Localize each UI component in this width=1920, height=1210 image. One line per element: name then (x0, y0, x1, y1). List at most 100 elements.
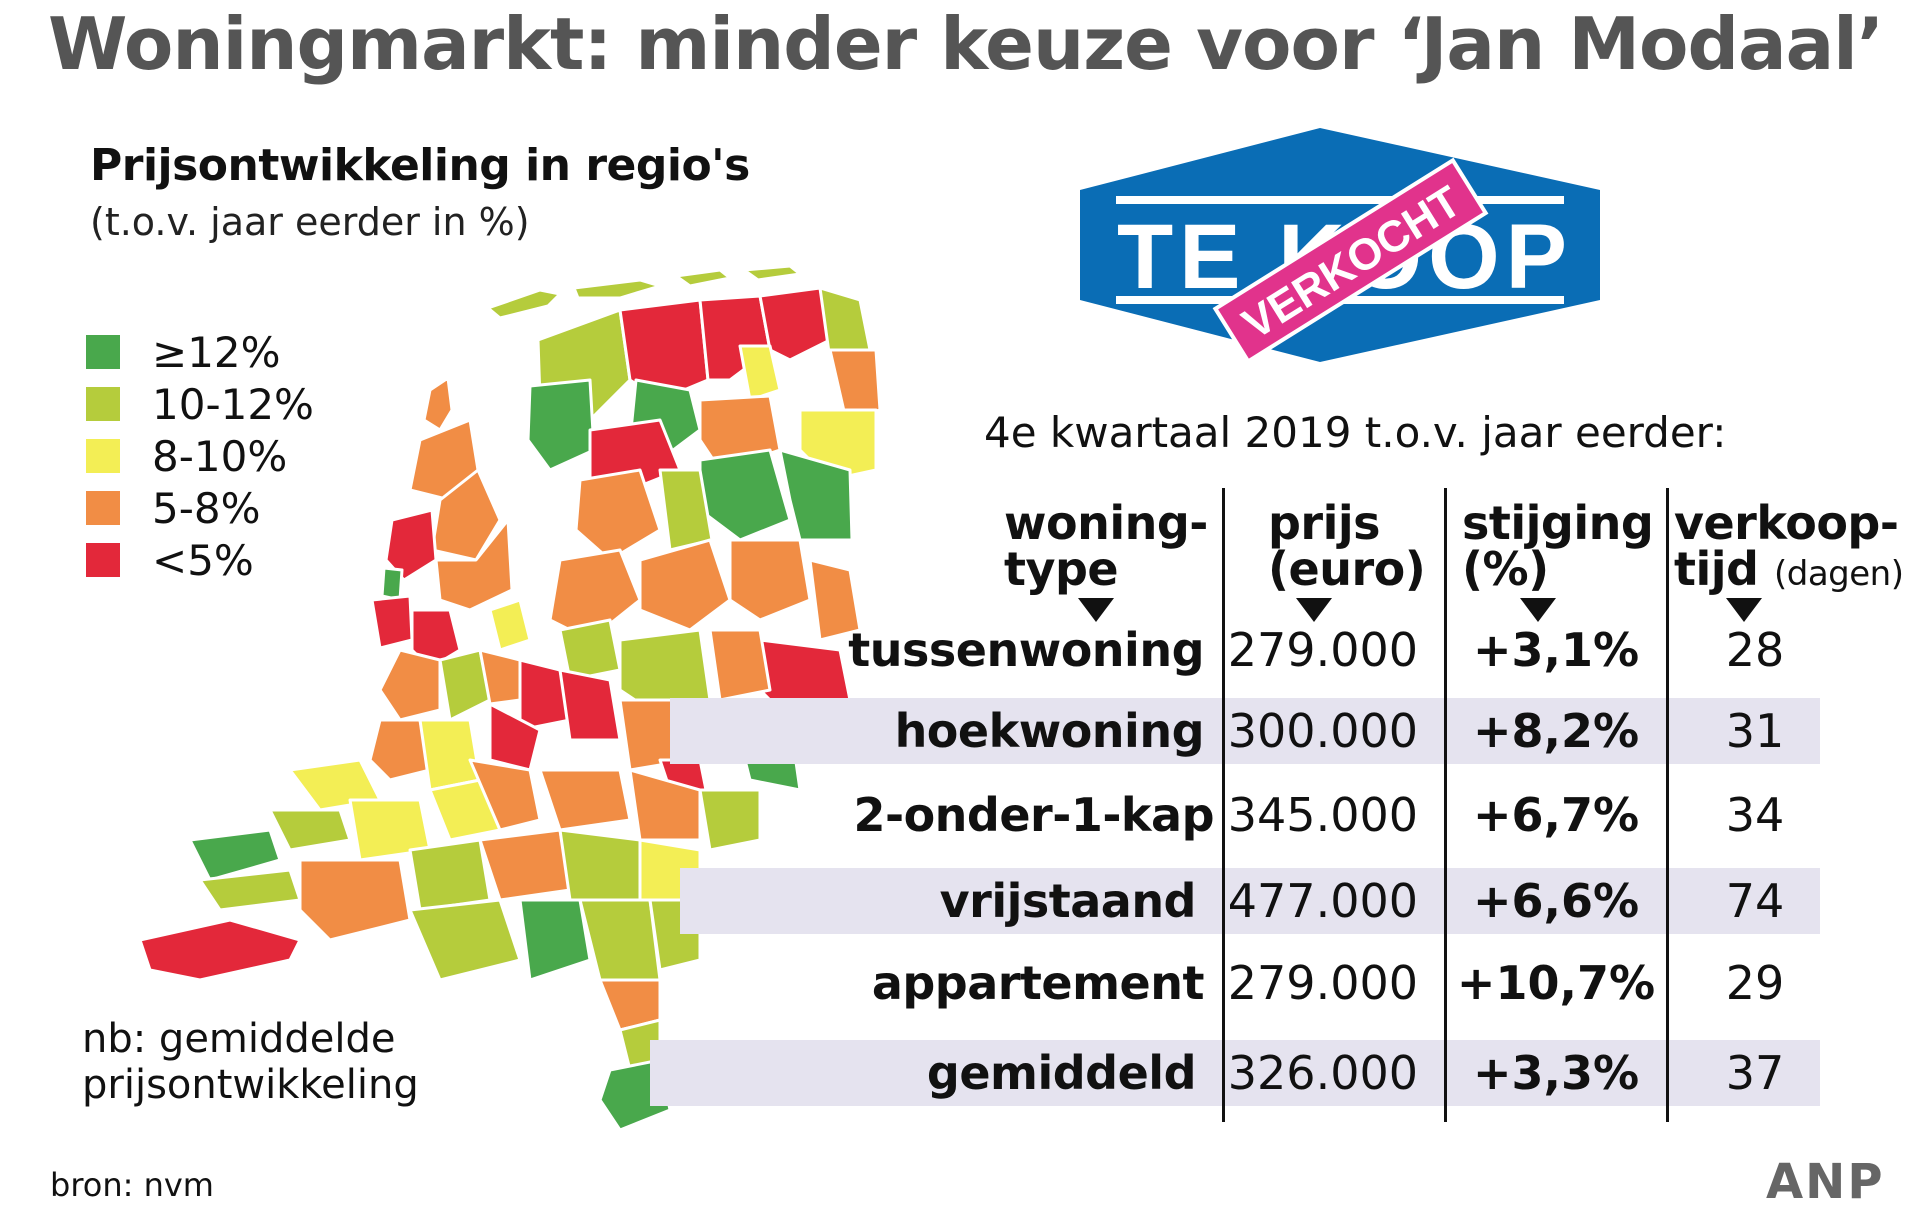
cell-change: +6,6% (1472, 874, 1640, 928)
map-region (268, 808, 352, 852)
sort-down-arrow-icon (1296, 598, 1332, 622)
legend-label: 8-10% (152, 431, 288, 481)
map-region (478, 828, 572, 902)
map-region (138, 918, 302, 982)
table-title: 4e kwartaal 2019 t.o.v. jaar eerder: (984, 408, 1727, 457)
cell-change: +3,3% (1472, 1046, 1640, 1100)
map-region (758, 286, 832, 362)
map-region (572, 278, 662, 300)
map-region (588, 418, 682, 492)
column-header-unit: (dagen) (1773, 554, 1904, 594)
map-region (380, 566, 404, 602)
map-legend: ≥12% 10-12% 8-10% 5-8% <5% (86, 326, 314, 586)
map-region (578, 898, 662, 982)
map-region (378, 648, 442, 722)
map-region (384, 508, 438, 582)
legend-item: 8-10% (86, 430, 314, 482)
legend-item: ≥12% (86, 326, 314, 378)
cell-days: 74 (1725, 874, 1785, 928)
cell-price: 345.000 (1227, 788, 1418, 842)
map-region (368, 718, 432, 782)
legend-swatch (86, 387, 120, 421)
cell-change: +8,2% (1472, 704, 1640, 758)
column-header-price: prijs (euro) (1268, 496, 1426, 596)
map-region (408, 838, 492, 912)
legend-swatch (86, 439, 120, 473)
map-region (558, 668, 622, 742)
for-sale-sign: TE KOOP VERKOCHT (1080, 128, 1600, 365)
sort-down-arrow-icon (1726, 598, 1762, 622)
column-header-line: (%) (1462, 542, 1549, 596)
legend-label: 5-8% (152, 483, 261, 533)
table-row-band (670, 698, 1820, 764)
map-region (188, 828, 282, 882)
map-region (638, 538, 732, 632)
map-note-line: prijsontwikkeling (82, 1062, 419, 1108)
column-header-type: woning- type (1004, 500, 1208, 592)
map-region (468, 758, 542, 832)
map-region (698, 788, 762, 852)
cell-days: 29 (1725, 956, 1785, 1010)
column-header-line: woning- (1004, 496, 1208, 550)
map-region (408, 898, 522, 982)
map-region (488, 598, 532, 652)
map-region (808, 558, 862, 642)
map-region (558, 828, 642, 902)
column-divider (1444, 488, 1447, 1122)
page-title: Woningmarkt: minder keuze voor ‘Jan Moda… (48, 2, 1884, 86)
cell-type: tussenwoning (848, 623, 1204, 677)
cell-type: vrijstaand (939, 874, 1197, 928)
stamp-band (1212, 157, 1489, 365)
cell-days: 34 (1725, 788, 1785, 842)
map-region (370, 594, 414, 650)
column-header-line: type (1004, 542, 1119, 596)
map-region (418, 718, 482, 792)
anp-logo: ANP (1766, 1154, 1885, 1210)
map-note: nb: gemiddelde prijsontwikkeling (82, 1016, 419, 1108)
legend-swatch (86, 335, 120, 369)
map-region (658, 468, 714, 552)
source-credit: bron: nvm (50, 1166, 214, 1204)
cell-days: 31 (1725, 704, 1785, 758)
map-note-line: nb: gemiddelde (82, 1016, 396, 1062)
map-region (828, 348, 882, 422)
cell-days: 37 (1725, 1046, 1785, 1100)
cell-type: gemiddeld (926, 1046, 1197, 1100)
column-header-days: verkoop- tijd (dagen) (1674, 496, 1904, 597)
column-header-change: stijging (%) (1462, 496, 1654, 596)
legend-label: ≥12% (152, 327, 281, 377)
map-title: Prijsontwikkeling in regio's (90, 140, 750, 191)
column-header-line: stijging (1462, 496, 1654, 550)
sort-down-arrow-icon (1520, 598, 1556, 622)
map-region (298, 858, 412, 942)
cell-change: +6,7% (1472, 788, 1640, 842)
map-region (434, 518, 514, 612)
column-header-line-main: tijd (1674, 542, 1759, 596)
map-region (708, 628, 772, 702)
map-region (742, 264, 802, 282)
column-header-line: verkoop- (1674, 496, 1899, 550)
map-region (538, 768, 632, 832)
cell-change: +3,1% (1472, 623, 1640, 677)
cell-price: 477.000 (1227, 874, 1418, 928)
legend-label: 10-12% (152, 379, 314, 429)
column-header-line: (euro) (1268, 542, 1426, 596)
cell-days: 28 (1725, 623, 1785, 677)
map-region (526, 378, 596, 472)
column-header-line: tijd (dagen) (1674, 546, 1904, 597)
cell-type: 2-onder-1-kap (853, 788, 1214, 842)
column-divider (1666, 488, 1669, 1122)
map-region (728, 538, 812, 622)
map-region (422, 376, 454, 432)
legend-label: <5% (152, 535, 254, 585)
netherlands-region-map (138, 264, 882, 1132)
map-region (574, 468, 662, 562)
map-region (738, 344, 782, 402)
legend-swatch (86, 491, 120, 525)
column-header-line: prijs (1268, 496, 1381, 550)
table-row-band (650, 1040, 1820, 1106)
legend-item: 5-8% (86, 482, 314, 534)
legend-swatch (86, 543, 120, 577)
map-region (628, 768, 702, 842)
cell-change: +10,7% (1456, 956, 1656, 1010)
